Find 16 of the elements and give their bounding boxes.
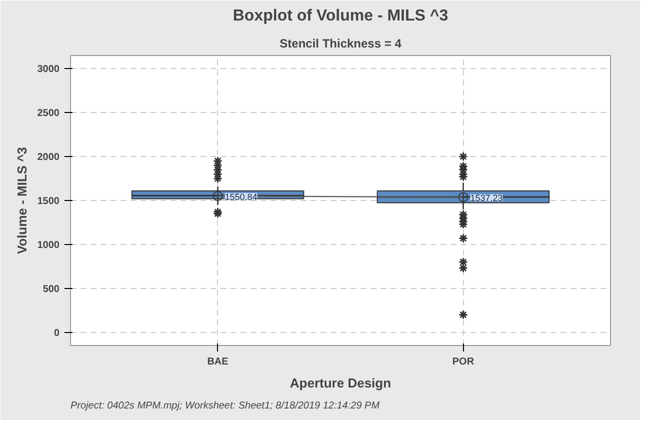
y-axis-title: Volume - MILS ^3	[14, 146, 30, 254]
text: Project: 0402s MPM.mpj; Worksheet: Sheet1; 8/18/2019 12:14:29 PM	[70, 400, 380, 412]
y-tick-label: 2500	[37, 108, 60, 120]
annotation: 1537.23	[470, 193, 503, 204]
y-tick-label: 2000	[37, 152, 60, 164]
annotation: 1550.84	[224, 192, 258, 202]
x-tick-label: BAE	[207, 356, 229, 368]
y-tick-label: 3000	[37, 64, 60, 76]
chart-title: Boxplot of Volume - MILS ^3	[232, 8, 448, 24]
y-tick-label: 1500	[37, 196, 60, 207]
x-axis-title: Aperture Design	[290, 376, 392, 390]
y-tick-label: 0	[54, 328, 60, 339]
y-tick-label: 1000	[37, 240, 60, 251]
chart-subtitle: Stencil Thickness = 4	[280, 36, 402, 50]
y-tick-label: 500	[42, 284, 60, 295]
x-tick-label: POR	[452, 356, 475, 368]
